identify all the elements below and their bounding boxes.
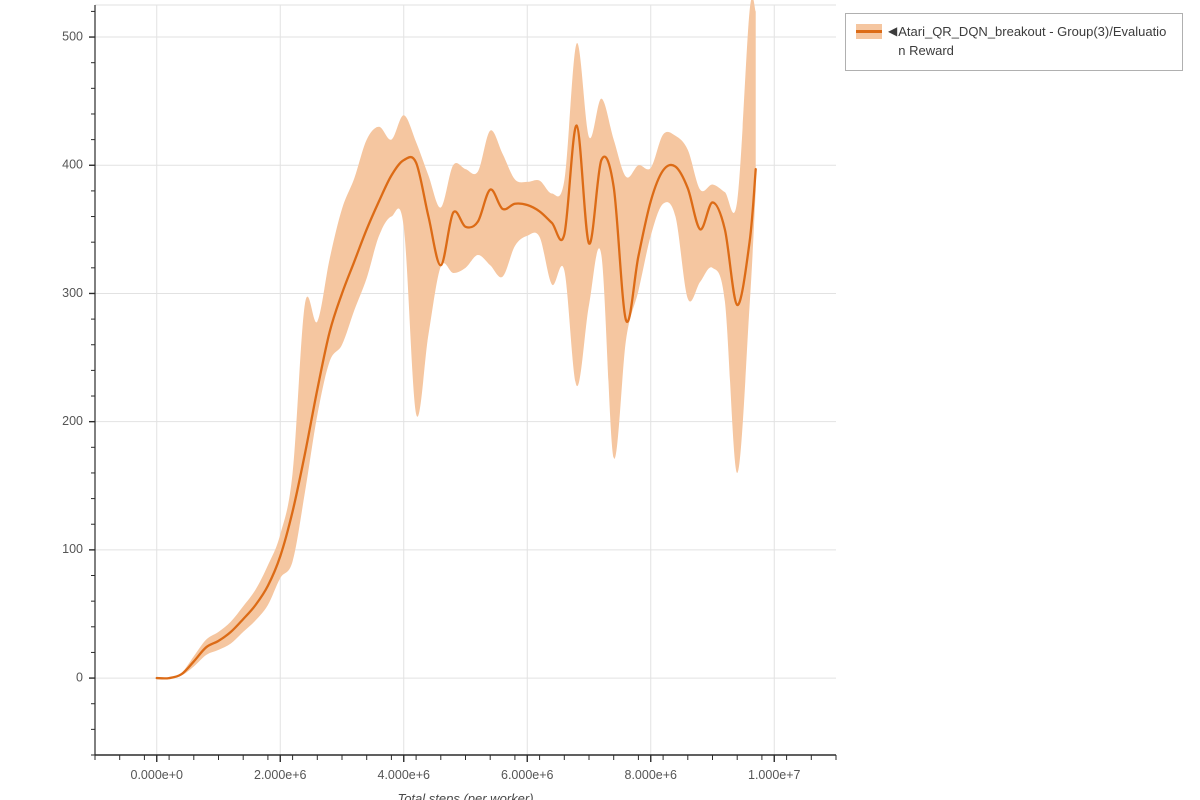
y-tick-label: 100	[62, 542, 83, 556]
y-tick-labels: 0 100 200 300 400 500	[62, 29, 83, 684]
legend-entry[interactable]: ◀ Atari_QR_DQN_breakout - Group(3)/Evalu…	[856, 22, 1172, 60]
x-tick-label: 8.000e+6	[625, 768, 678, 782]
y-tick-label: 300	[62, 286, 83, 300]
plot-area: 0 100 200 300 400 500 0.000e+0 2.000e+6 4.000e+…	[62, 0, 837, 800]
legend-collapse-icon[interactable]: ◀	[888, 24, 898, 38]
legend-line-swatch	[856, 30, 882, 33]
x-tick-labels: 0.000e+0 2.000e+6 4.000e+6 6.000e+6 8.000e+6…	[131, 768, 801, 782]
legend-color-swatch	[856, 24, 882, 39]
y-tick-label: 400	[62, 158, 83, 172]
gridlines	[95, 4, 836, 755]
axis-ticks	[89, 10, 837, 762]
x-tick-label: 1.000e+7	[748, 768, 801, 782]
chart-legend[interactable]: ◀ Atari_QR_DQN_breakout - Group(3)/Evalu…	[845, 13, 1183, 71]
y-tick-label: 200	[62, 414, 83, 428]
x-tick-label: 0.000e+0	[131, 768, 184, 782]
legend-series-label: Atari_QR_DQN_breakout - Group(3)/Evaluat…	[898, 24, 1167, 58]
x-tick-label: 2.000e+6	[254, 768, 307, 782]
x-tick-label: 6.000e+6	[501, 768, 554, 782]
series-line	[155, 124, 757, 680]
confidence-band	[156, 0, 756, 679]
evaluation-reward-line-chart: 0 100 200 300 400 500 0.000e+0 2.000e+6 4.000e+…	[62, 0, 837, 800]
y-tick-label: 0	[76, 670, 83, 684]
y-tick-label: 500	[62, 29, 83, 43]
x-axis-title: Total steps (per worker)	[397, 791, 533, 800]
x-tick-label: 4.000e+6	[378, 768, 431, 782]
